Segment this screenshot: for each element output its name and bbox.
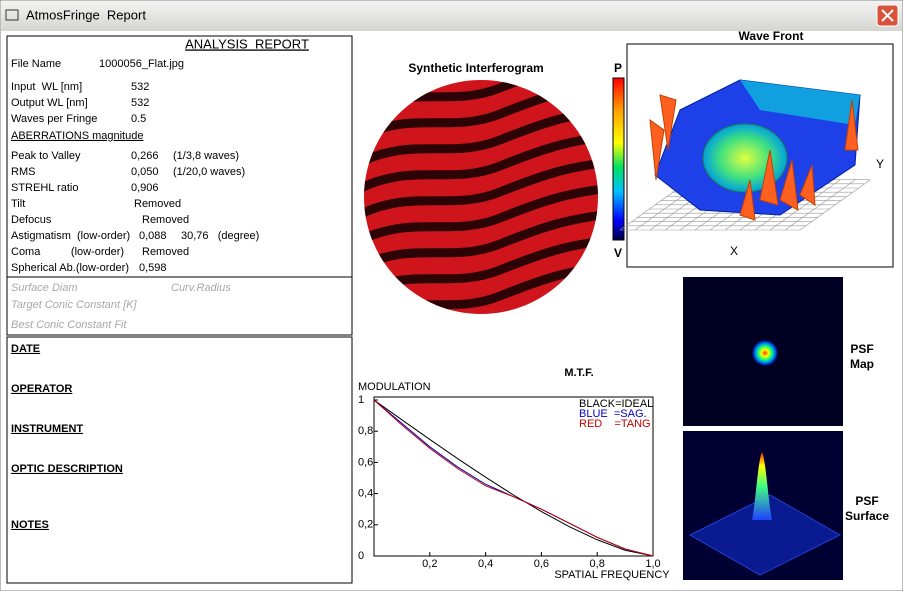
disabled-field: Best Conic Constant Fit bbox=[11, 319, 127, 331]
scale-bottom: V bbox=[614, 246, 622, 260]
x-tick-label: 0,2 bbox=[422, 558, 437, 570]
mtf-chart: 0 0,2 0,4 0,6 0,8 1 0,2 0,4 0,6 0,8 1,0 BLACK=IDEAL… bbox=[358, 394, 661, 570]
wf-grid bbox=[769, 179, 841, 231]
title-bar bbox=[1, 1, 902, 31]
fringe bbox=[364, 183, 598, 247]
interferogram-title: Synthetic Interferogram bbox=[408, 61, 543, 75]
aberration-note: (1/3,8 waves) bbox=[173, 150, 239, 162]
label-line: Surface bbox=[845, 509, 889, 523]
app-icon bbox=[5, 9, 19, 21]
wavefront-title: Wave Front bbox=[739, 29, 804, 43]
aberration-label: Defocus bbox=[11, 214, 52, 226]
x-tick-label: 0,8 bbox=[590, 558, 605, 570]
aberration-value: Removed bbox=[142, 214, 189, 226]
section-label: DATE bbox=[11, 343, 40, 355]
y-tick-label: 0,8 bbox=[358, 425, 373, 437]
close-icon bbox=[881, 9, 894, 22]
wavefront-y-label: Y bbox=[876, 157, 884, 171]
aberration-label: Peak to Valley bbox=[11, 150, 81, 162]
scale-top: P bbox=[614, 61, 622, 75]
disabled-field: Target Conic Constant [K] bbox=[11, 299, 137, 311]
color-scale bbox=[612, 77, 625, 241]
fringe bbox=[364, 131, 598, 195]
y-tick-label: 1 bbox=[358, 394, 364, 406]
y-tick-label: 0,6 bbox=[358, 456, 373, 468]
aberration-label: Astigmatism (low-order) bbox=[11, 230, 130, 242]
report-rows: Input WL [nm] 532 Output WL [nm] 532 Waves p… bbox=[11, 81, 259, 531]
legend-entry: BLACK=IDEAL bbox=[579, 398, 653, 410]
aberration-label: STREHL ratio bbox=[11, 182, 78, 194]
aberration-value: 0,266 bbox=[131, 150, 159, 162]
window-title: AtmosFringe Report bbox=[26, 7, 146, 22]
field-value: 1000056_Flat.jpg bbox=[99, 58, 184, 70]
psf-surface-label: PSF Surface bbox=[845, 494, 889, 523]
wf-grid bbox=[784, 179, 856, 231]
disabled-field: Curv.Radius bbox=[171, 282, 231, 294]
legend-entry: BLUE =SAG. bbox=[579, 408, 647, 420]
psf-plane bbox=[688, 494, 842, 576]
legend-entry: RED =TANG bbox=[579, 418, 651, 430]
psf-peak bbox=[752, 452, 772, 520]
wf-spikes bbox=[649, 94, 859, 221]
y-tick-label: 0,4 bbox=[358, 488, 373, 500]
aberration-label: Coma (low-order) bbox=[11, 246, 124, 258]
wf-grid bbox=[799, 179, 871, 231]
aberration-label: RMS bbox=[11, 166, 35, 178]
field-value: 532 bbox=[131, 81, 149, 93]
section-label: INSTRUMENT bbox=[11, 423, 83, 435]
fringe bbox=[364, 157, 598, 221]
aberration-value: 0,088 bbox=[139, 230, 167, 242]
aberration-value: Removed bbox=[142, 246, 189, 258]
psf-spot bbox=[751, 339, 779, 367]
aberration-note: (1/20,0 waves) bbox=[173, 166, 245, 178]
mtf-line bbox=[373, 399, 654, 557]
aberration-value: 0,906 bbox=[131, 182, 159, 194]
field-label: File Name bbox=[11, 58, 61, 70]
section-label: OPERATOR bbox=[11, 383, 72, 395]
aberration-label: Spherical Ab.(low-order) bbox=[11, 262, 129, 274]
wavefront-plot bbox=[619, 79, 871, 231]
label-line: Map bbox=[850, 357, 874, 371]
aberration-label: Tilt bbox=[11, 198, 25, 210]
section-label: OPTIC DESCRIPTION bbox=[11, 463, 123, 475]
fringe bbox=[364, 209, 598, 273]
field-value: 532 bbox=[131, 97, 149, 109]
field-label: Output WL [nm] bbox=[11, 97, 88, 109]
report-title: ANALYSIS REPORT bbox=[185, 36, 309, 51]
aberration-value: 0,598 bbox=[139, 262, 167, 274]
psf-map-label: PSF Map bbox=[850, 342, 874, 371]
wf-rim bbox=[740, 80, 860, 125]
disabled-field: Surface Diam bbox=[11, 282, 78, 294]
field-label: Waves per Fringe bbox=[11, 113, 97, 125]
report-box bbox=[6, 35, 353, 336]
notes-box bbox=[6, 336, 353, 584]
section-label: NOTES bbox=[11, 519, 49, 531]
aberration-value: 0,050 bbox=[131, 166, 159, 178]
y-tick-label: 0,2 bbox=[358, 519, 373, 531]
aberration-value: Removed bbox=[134, 198, 181, 210]
y-tick-label: 0 bbox=[358, 550, 364, 562]
aberration-note: 30,76 (degree) bbox=[181, 230, 259, 242]
mtf-frame bbox=[373, 396, 654, 557]
x-tick-label: 0,4 bbox=[478, 558, 493, 570]
field-label: Input WL [nm] bbox=[11, 81, 82, 93]
field-value: 0.5 bbox=[131, 113, 146, 125]
wavefront-x-label: X bbox=[730, 244, 738, 258]
label-line: PSF bbox=[850, 342, 873, 356]
section-heading: ABERRATIONS magnitude bbox=[11, 130, 143, 142]
mtf-x-label: SPATIAL FREQUENCY bbox=[554, 569, 670, 581]
x-tick-label: 1,0 bbox=[645, 558, 660, 570]
x-tick-label: 0,6 bbox=[534, 558, 549, 570]
label-line: PSF bbox=[855, 494, 878, 508]
mtf-title: M.T.F. bbox=[564, 367, 593, 379]
mtf-line bbox=[373, 399, 654, 557]
mtf-y-label: MODULATION bbox=[358, 381, 431, 393]
